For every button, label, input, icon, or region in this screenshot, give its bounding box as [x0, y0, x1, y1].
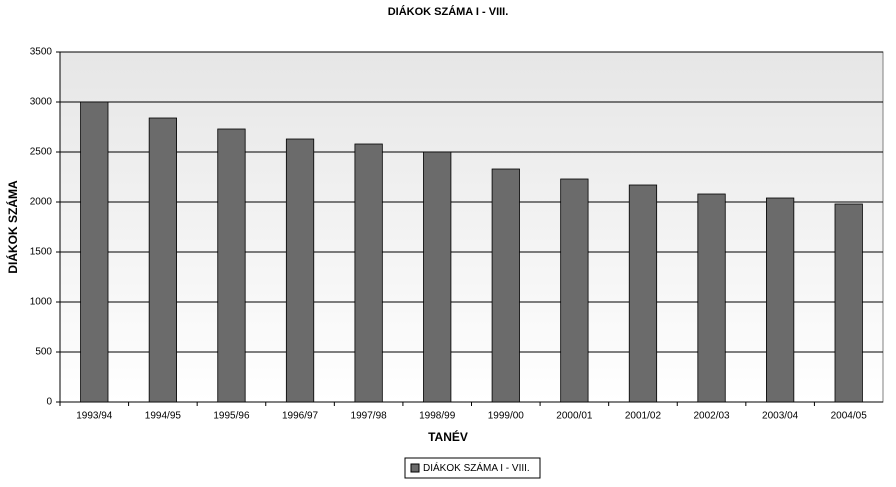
y-tick-label: 3000 [30, 97, 53, 108]
bar [354, 143, 383, 403]
x-tick-label: 2000/01 [556, 411, 593, 422]
x-tick-label: 1999/00 [488, 411, 525, 422]
legend-swatch [410, 463, 420, 473]
bar [423, 151, 452, 403]
x-tick-label: 2004/05 [831, 411, 868, 422]
bar [766, 197, 795, 403]
bar [148, 117, 177, 403]
bar [285, 138, 315, 403]
bar [491, 168, 520, 403]
x-tick-label: 1994/95 [145, 411, 182, 422]
x-axis-title: TANÉV [428, 429, 468, 444]
bar [834, 203, 863, 403]
legend-label: DIÁKOK SZÁMA I - VIII. [423, 461, 530, 474]
y-axis-title: DIÁKOK SZÁMA [5, 180, 20, 274]
bar [217, 128, 246, 403]
y-tick-label: 500 [35, 347, 52, 358]
x-tick-label: 1998/99 [419, 411, 456, 422]
y-tick-label: 3500 [30, 47, 53, 58]
y-tick-label: 2000 [30, 197, 53, 208]
x-tick-label: 2001/02 [625, 411, 662, 422]
x-tick-label: 2002/03 [693, 411, 730, 422]
x-tick-label: 1996/97 [282, 411, 319, 422]
plot-area [59, 51, 884, 403]
bar [628, 184, 658, 403]
y-tick-label: 1500 [30, 247, 53, 258]
chart-title: DIÁKOK SZÁMA I - VIII. [388, 5, 509, 18]
y-tick-label: 0 [46, 397, 52, 408]
y-tick-label: 2500 [30, 147, 53, 158]
x-tick-label: 2003/04 [762, 411, 799, 422]
x-tick-label: 1993/94 [76, 411, 113, 422]
x-tick-label: 1995/96 [213, 411, 250, 422]
bar [697, 193, 726, 403]
bar [560, 178, 589, 403]
bar [80, 101, 109, 403]
legend-box [404, 457, 541, 479]
y-tick-label: 1000 [30, 297, 53, 308]
x-tick-label: 1997/98 [351, 411, 388, 422]
